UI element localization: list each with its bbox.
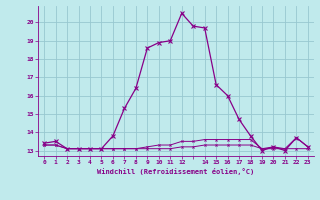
- X-axis label: Windchill (Refroidissement éolien,°C): Windchill (Refroidissement éolien,°C): [97, 168, 255, 175]
